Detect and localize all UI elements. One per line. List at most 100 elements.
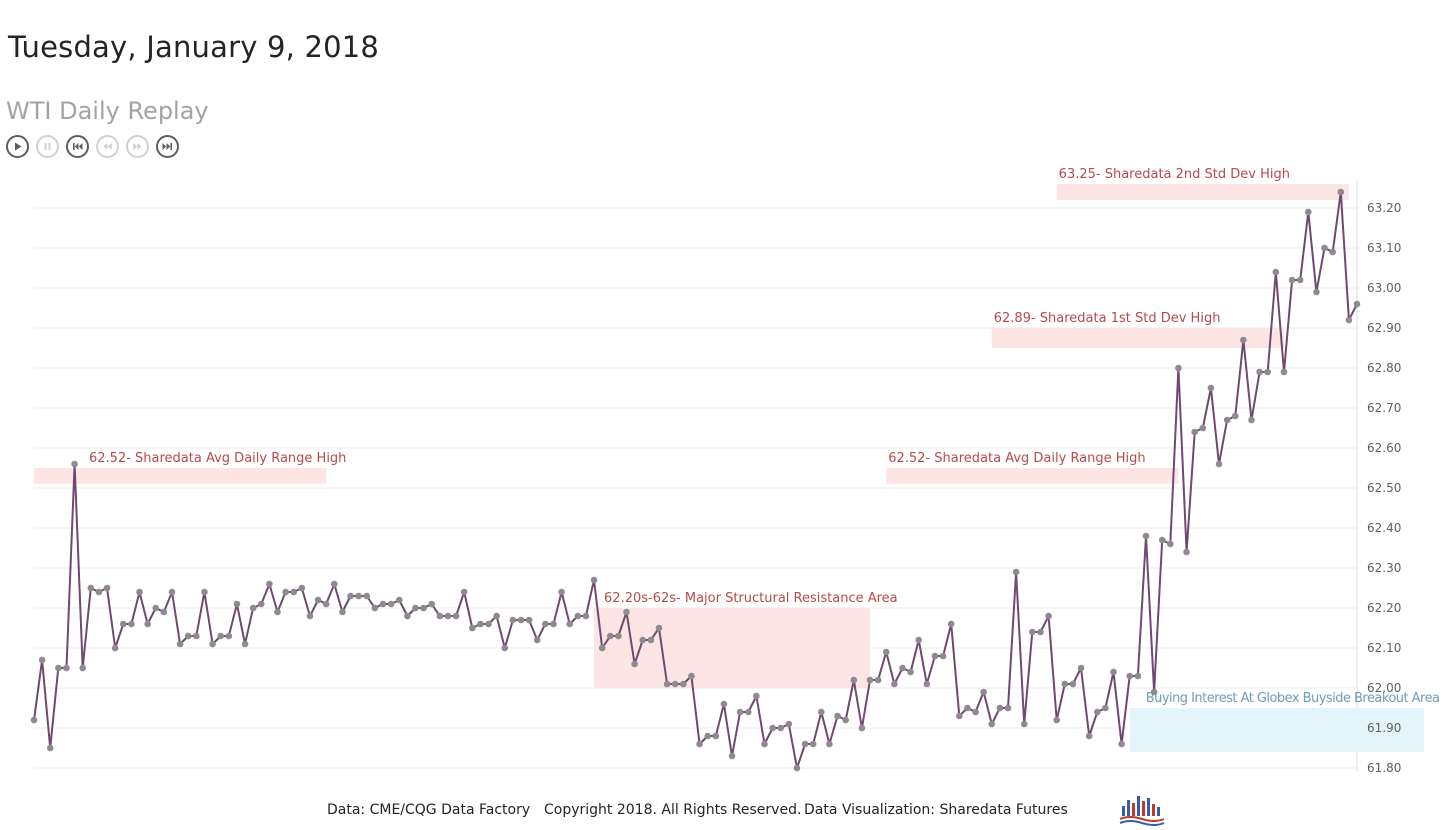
annotation-band	[886, 468, 1179, 484]
y-tick-label: 61.90	[1367, 721, 1401, 735]
data-point	[1223, 416, 1231, 424]
data-point	[225, 632, 233, 640]
data-point	[1004, 704, 1012, 712]
data-point	[477, 620, 484, 628]
data-point	[331, 580, 338, 588]
skip-to-start-button[interactable]	[66, 135, 89, 158]
data-point	[339, 608, 346, 616]
data-point	[1093, 708, 1101, 716]
data-point	[939, 652, 947, 660]
step-forward-button[interactable]	[126, 135, 149, 158]
data-point	[639, 636, 647, 644]
data-point	[314, 596, 322, 604]
skip-to-end-button[interactable]	[156, 135, 179, 158]
data-point	[395, 596, 403, 604]
data-point	[834, 712, 841, 720]
data-point	[655, 624, 663, 632]
data-point	[209, 640, 216, 648]
data-point	[623, 608, 630, 616]
data-point	[558, 588, 565, 596]
data-point	[980, 688, 987, 696]
annotation-label: Buying Interest At Globex Buyside Breako…	[1146, 691, 1440, 706]
data-point	[688, 672, 695, 680]
data-point	[801, 740, 809, 748]
footer-credit: Data Visualization: Sharedata Futures	[804, 802, 1068, 818]
data-point	[793, 764, 801, 772]
play-button[interactable]	[6, 135, 29, 158]
data-point	[468, 624, 476, 632]
data-point	[1158, 536, 1166, 544]
data-point	[306, 612, 314, 620]
y-tick-label: 62.20	[1367, 601, 1401, 615]
step-back-button[interactable]	[96, 135, 119, 158]
data-point	[972, 708, 979, 716]
data-point	[1110, 668, 1117, 676]
data-point	[412, 604, 419, 612]
data-point	[525, 616, 533, 624]
data-point	[379, 600, 387, 608]
annotation-band	[1129, 708, 1424, 752]
annotation-band	[594, 608, 871, 688]
data-point	[882, 648, 890, 656]
data-point	[241, 640, 249, 648]
data-point	[728, 752, 736, 760]
data-point	[460, 588, 468, 596]
data-point	[1134, 672, 1142, 680]
data-point	[322, 600, 330, 608]
data-point	[842, 716, 849, 724]
data-point	[1142, 532, 1150, 540]
data-point	[931, 652, 939, 660]
data-point	[493, 612, 500, 620]
data-point	[1175, 364, 1182, 372]
data-point	[1231, 412, 1239, 420]
y-tick-label: 62.80	[1367, 361, 1401, 375]
data-point	[704, 732, 711, 740]
data-point	[79, 664, 86, 672]
skip-to-start-icon	[73, 143, 83, 150]
y-tick-label: 62.70	[1367, 401, 1401, 415]
data-point	[1183, 548, 1190, 556]
data-point	[955, 712, 963, 720]
data-point	[119, 620, 127, 628]
data-point	[452, 612, 460, 620]
data-point	[1280, 368, 1288, 376]
data-point	[168, 588, 176, 596]
page-title: Tuesday, January 9, 2018	[8, 30, 380, 64]
data-point	[996, 704, 1004, 712]
data-point	[858, 724, 866, 732]
data-point	[38, 656, 46, 664]
annotation-band	[1056, 184, 1349, 200]
pause-button[interactable]	[36, 135, 59, 158]
footer-source: Data: CME/CQG Data Factory	[327, 802, 531, 818]
y-tick-label: 62.30	[1367, 561, 1401, 575]
annotation-band	[34, 468, 327, 484]
data-point	[606, 632, 614, 640]
step-back-icon	[103, 143, 112, 150]
annotation-label: 62.20s-62s- Major Structural Resistance …	[604, 591, 898, 606]
data-point	[55, 664, 62, 672]
data-point	[891, 680, 898, 688]
data-point	[1077, 664, 1085, 672]
data-point	[1337, 188, 1345, 196]
data-point	[111, 644, 119, 652]
data-point	[233, 600, 241, 608]
data-point	[1045, 612, 1052, 620]
data-point	[387, 600, 395, 608]
y-tick-label: 62.10	[1367, 641, 1401, 655]
data-point	[1102, 704, 1109, 712]
price-line-chart: 61.80 61.90 62.00 62.10 62.20 62.30 62.40 62.50…	[30, 167, 1440, 775]
data-point	[826, 740, 833, 748]
data-point	[720, 700, 728, 708]
data-point	[290, 588, 298, 596]
data-point	[444, 612, 452, 620]
data-point	[63, 664, 70, 672]
data-point	[850, 676, 858, 684]
data-point	[1061, 680, 1069, 688]
y-tick-label: 63.10	[1367, 241, 1401, 255]
annotation-label: 62.52- Sharedata Avg Daily Range High	[888, 451, 1145, 466]
y-tick-label: 62.00	[1367, 681, 1401, 695]
data-point	[1296, 276, 1304, 284]
annotation-label: 62.52- Sharedata Avg Daily Range High	[89, 451, 346, 466]
data-point	[1053, 716, 1060, 724]
data-point	[257, 600, 265, 608]
